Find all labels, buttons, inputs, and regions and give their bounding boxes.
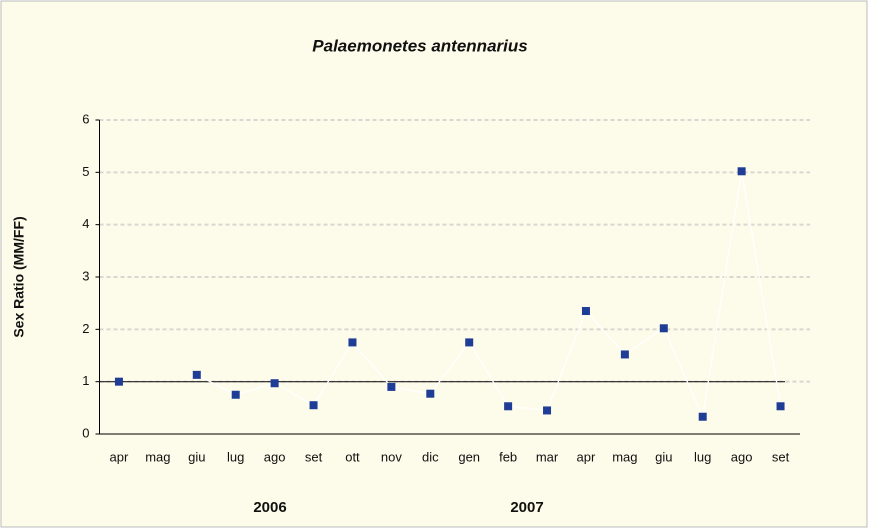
group-label: 2006	[253, 499, 286, 516]
x-tick-label: set	[772, 449, 790, 464]
x-tick-label: giu	[188, 449, 205, 464]
y-tick-label: 3	[82, 268, 89, 283]
x-tick-label: giu	[655, 449, 672, 464]
x-tick-label: gen	[458, 449, 480, 464]
point-marker	[270, 379, 279, 388]
chart-title: Palaemonetes antennarius	[312, 36, 527, 55]
point-marker	[426, 389, 435, 398]
point-marker	[348, 338, 357, 347]
y-axis-label: Sex Ratio (MM/FF)	[11, 216, 27, 337]
x-tick-label: ott	[345, 449, 360, 464]
x-tick-label: nov	[381, 449, 402, 464]
point-marker	[543, 406, 552, 415]
point-marker	[465, 338, 474, 347]
x-tick-label: lug	[227, 449, 244, 464]
point-marker	[309, 401, 318, 410]
point-marker	[387, 382, 396, 391]
point-marker	[620, 350, 629, 359]
y-tick-label: 5	[82, 164, 89, 179]
point-marker	[776, 402, 785, 411]
y-tick-label: 6	[82, 111, 89, 126]
point-marker	[659, 324, 668, 333]
point-marker	[581, 307, 590, 316]
x-tick-label: ago	[731, 449, 753, 464]
point-marker	[737, 167, 746, 176]
y-tick-label: 4	[82, 216, 89, 231]
point-marker	[504, 402, 513, 411]
point-marker	[698, 412, 707, 421]
y-tick-label: 1	[82, 373, 89, 388]
y-tick-label: 0	[82, 425, 89, 440]
x-tick-label: ago	[264, 449, 286, 464]
point-marker	[114, 377, 123, 386]
x-tick-label: set	[305, 449, 323, 464]
x-tick-label: apr	[577, 449, 596, 464]
group-label: 2007	[510, 499, 543, 516]
y-tick-label: 2	[82, 321, 89, 336]
x-tick-label: lug	[694, 449, 711, 464]
series-line	[196, 171, 782, 420]
x-tick-label: mag	[145, 449, 170, 464]
x-tick-label: apr	[110, 449, 129, 464]
x-tick-label: dic	[422, 449, 439, 464]
x-tick-label: mag	[612, 449, 637, 464]
point-marker	[231, 390, 240, 399]
x-tick-label: feb	[499, 449, 517, 464]
point-marker	[192, 370, 201, 379]
x-tick-label: mar	[536, 449, 559, 464]
